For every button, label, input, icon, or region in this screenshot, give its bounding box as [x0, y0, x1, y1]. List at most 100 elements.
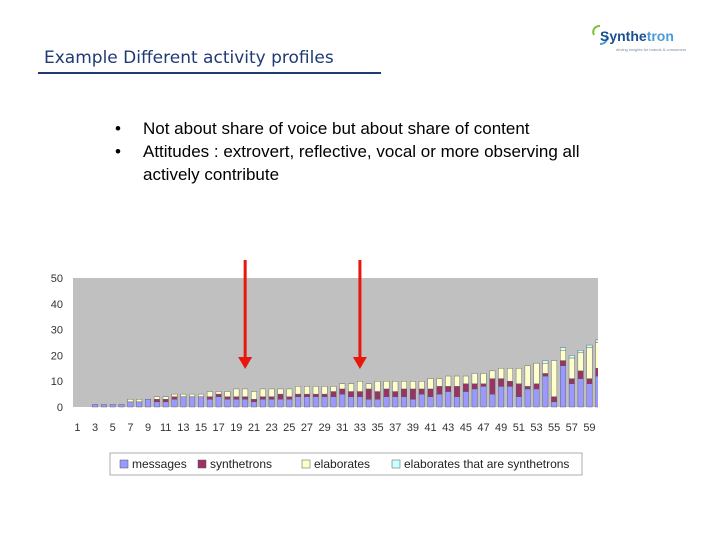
bar-elaborates [162, 396, 169, 400]
bar-elaborates [127, 399, 134, 403]
bar-messages [542, 375, 549, 408]
bullet-item: • Not about share of voice but about shar… [115, 117, 595, 140]
y-tick-label: 20 [51, 350, 63, 362]
page-title: Example Different activity profiles [44, 48, 334, 68]
bar-messages [356, 396, 363, 408]
bar-messages [507, 386, 513, 408]
legend-swatch [197, 459, 207, 469]
bar-messages [339, 393, 346, 408]
bar-messages [489, 393, 496, 408]
bar-synthetrons [242, 396, 249, 400]
x-tick-label: 13 [177, 422, 189, 434]
bar-messages [259, 399, 266, 408]
x-tick-label: 19 [230, 422, 242, 434]
bar-elaborates [533, 362, 540, 384]
bar-elaborates [259, 388, 266, 397]
bullet-dot: • [115, 119, 121, 138]
bar-messages [321, 396, 328, 408]
bar-messages [436, 393, 443, 408]
bar-elaborates [348, 383, 355, 392]
x-tick-label: 35 [371, 422, 383, 434]
bar-synthetrons [153, 399, 160, 403]
bar-messages [515, 396, 522, 408]
bar-elaborates [330, 386, 337, 392]
x-tick-label: 3 [92, 422, 98, 434]
bar-messages [480, 386, 487, 408]
annotation-arrowhead [238, 357, 253, 369]
x-tick-label: 27 [301, 422, 313, 434]
x-tick-label: 11 [160, 422, 171, 434]
x-tick-label: 9 [145, 422, 151, 434]
bar-synthetrons [162, 399, 169, 403]
bar-messages [471, 388, 478, 408]
bar-elaborates [577, 352, 584, 372]
bar-messages [348, 396, 355, 408]
bar-messages [304, 396, 310, 408]
bar-elaborates [427, 378, 434, 390]
bar-synthetrons [568, 378, 575, 384]
bar-synthetrons [436, 386, 443, 395]
x-tick-label: 37 [389, 422, 401, 434]
bar-synthetrons [224, 396, 231, 400]
bar-messages [215, 396, 222, 408]
bar-messages [162, 401, 169, 408]
bar-synthetrons [401, 388, 407, 397]
bar-messages [251, 401, 257, 408]
bar-messages [595, 375, 598, 408]
bar-messages [568, 383, 575, 408]
bar-elaborates [480, 373, 487, 384]
bullet-dot: • [115, 142, 121, 161]
x-tick-label: 25 [283, 422, 295, 434]
bar-messages [145, 399, 151, 408]
logo-wordmark: Synthetron [600, 28, 674, 44]
x-tick-label: 45 [460, 422, 472, 434]
bar-messages [392, 396, 399, 408]
bar-elaborates [392, 380, 399, 392]
x-tick-label: 59 [583, 422, 595, 434]
bar-elaborates [304, 386, 310, 395]
bar-elaborates [551, 360, 558, 397]
bar-messages [409, 399, 416, 408]
bar-messages [118, 404, 125, 408]
x-tick-label: 53 [530, 422, 542, 434]
bar-elaborates-synthetrons [595, 339, 598, 343]
bar-synthetrons [321, 393, 328, 397]
bar-synthetrons [330, 391, 337, 397]
x-tick-label: 7 [127, 422, 133, 434]
x-tick-label: 57 [566, 422, 578, 434]
bar-messages [498, 386, 505, 408]
bar-synthetrons [462, 383, 469, 392]
annotation-arrowhead [352, 357, 367, 369]
bar-messages [277, 399, 284, 408]
bar-synthetrons [312, 393, 319, 397]
bar-synthetrons [339, 388, 346, 395]
logo-swirl-icon [592, 25, 608, 45]
bar-elaborates [436, 378, 443, 387]
bar-messages [189, 396, 196, 408]
bar-elaborates [409, 380, 416, 390]
bar-synthetrons [445, 386, 452, 392]
bar-synthetrons [251, 399, 257, 403]
x-tick-label: 51 [513, 422, 525, 434]
bar-synthetrons [277, 393, 284, 400]
bar-messages [312, 396, 319, 408]
bar-synthetrons [268, 396, 275, 400]
bar-elaborates [171, 393, 178, 397]
x-tick-label: 17 [213, 422, 225, 434]
bar-synthetrons [215, 393, 222, 397]
bar-elaborates [136, 399, 143, 403]
bar-elaborates [586, 347, 593, 379]
bar-synthetrons [348, 391, 355, 397]
bar-messages [427, 396, 434, 408]
bar-messages [268, 399, 275, 408]
x-tick-label: 29 [318, 422, 330, 434]
bar-elaborates [401, 380, 407, 390]
legend-label: elaborates [314, 457, 370, 471]
bar-messages [198, 396, 204, 408]
bar-messages [224, 399, 231, 408]
bar-messages [286, 399, 293, 408]
bar-elaborates [383, 380, 390, 390]
bar-elaborates [189, 393, 196, 397]
x-tick-label: 33 [354, 422, 366, 434]
bar-messages [127, 401, 134, 408]
